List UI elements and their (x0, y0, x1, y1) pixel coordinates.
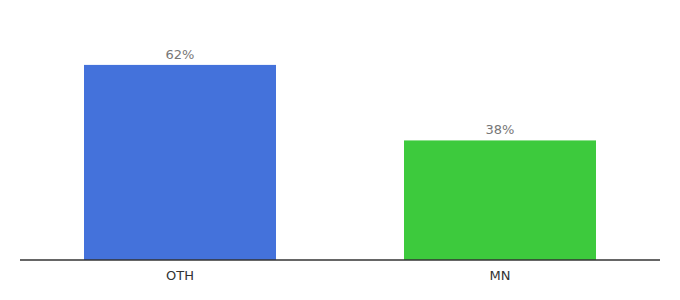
data-label: 62% (166, 47, 195, 62)
x-axis-line (20, 259, 660, 261)
bar (404, 140, 596, 260)
chart-container: 62% 38% OTH MN (0, 0, 680, 300)
chart-svg: 62% 38% OTH MN (0, 0, 680, 300)
data-labels: 62% 38% (166, 47, 515, 138)
x-tick-label: MN (490, 268, 511, 283)
bars (84, 65, 596, 260)
x-tick-label: OTH (166, 268, 194, 283)
data-label: 38% (486, 122, 515, 137)
x-axis: OTH MN (20, 260, 660, 283)
bar (84, 65, 276, 260)
